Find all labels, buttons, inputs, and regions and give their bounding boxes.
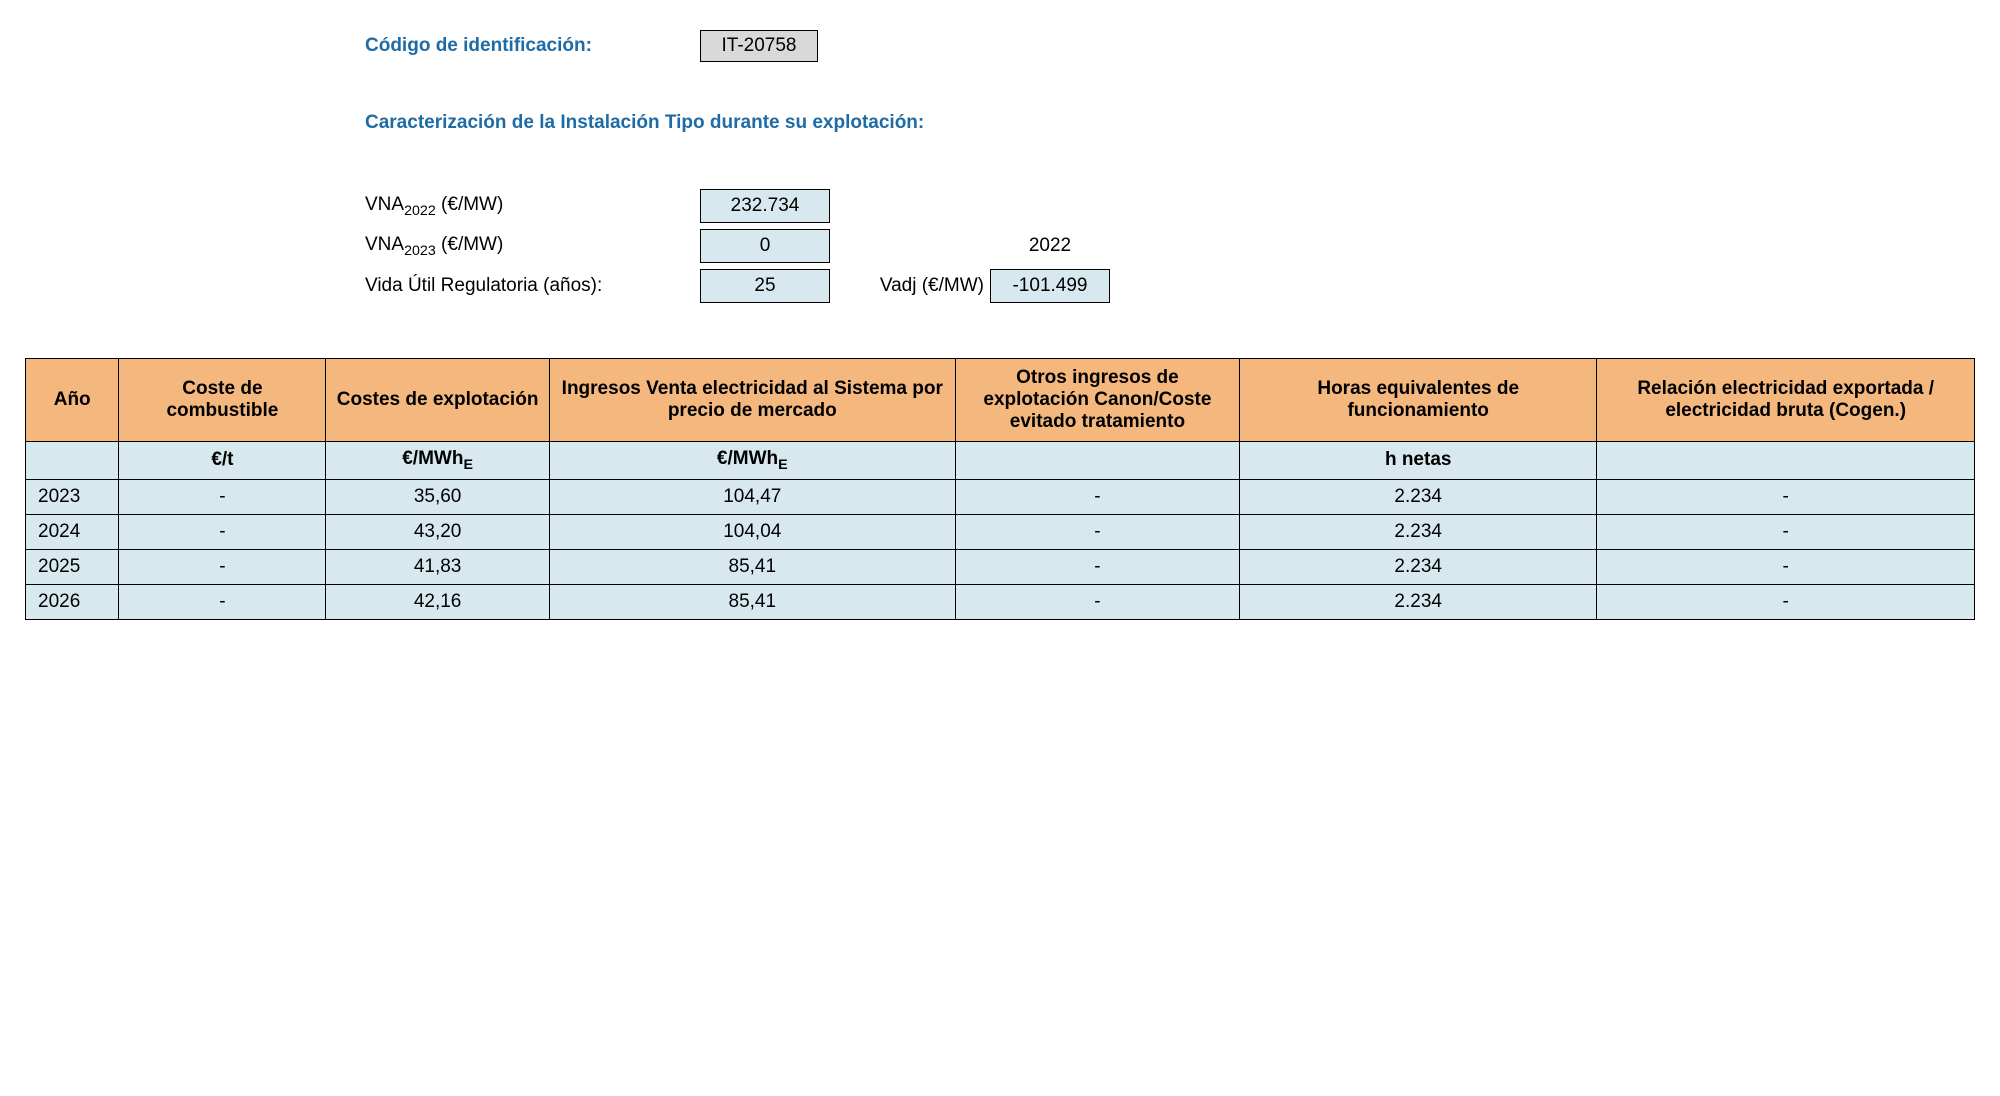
col-header-ratio: Relación electricidad exportada / electr… (1597, 359, 1975, 442)
vna2023-label-sub: 2023 (404, 242, 436, 258)
units-fuel: €/t (119, 442, 326, 480)
cell-ratio: - (1597, 514, 1975, 549)
cell-fuel: - (119, 479, 326, 514)
cell-fuel: - (119, 584, 326, 619)
cell-opex: 41,83 (326, 549, 549, 584)
cell-ratio: - (1597, 549, 1975, 584)
cell-fuel: - (119, 549, 326, 584)
cell-ratio: - (1597, 584, 1975, 619)
vadj-value: -101.499 (990, 269, 1110, 303)
cell-other: - (955, 479, 1239, 514)
cell-year: 2026 (26, 584, 119, 619)
table-row: 2025 - 41,83 85,41 - 2.234 - (26, 549, 1975, 584)
cell-year: 2025 (26, 549, 119, 584)
data-table: Año Coste de combustible Costes de explo… (25, 358, 1975, 620)
cell-hours: 2.234 (1240, 514, 1597, 549)
table-row: 2024 - 43,20 104,04 - 2.234 - (26, 514, 1975, 549)
units-opex-prefix: €/MWh (402, 448, 463, 469)
cell-income: 85,41 (549, 549, 955, 584)
vna2023-label: VNA2023 (€/MW) (365, 234, 700, 259)
section-title: Caracterización de la Instalación Tipo d… (365, 112, 1975, 134)
cell-other: - (955, 549, 1239, 584)
cell-hours: 2.234 (1240, 584, 1597, 619)
cell-income: 85,41 (549, 584, 955, 619)
units-opex-sub: E (463, 457, 473, 473)
table-row: 2026 - 42,16 85,41 - 2.234 - (26, 584, 1975, 619)
vna2022-label-suffix: (€/MW) (436, 194, 504, 215)
vna2022-label: VNA2022 (€/MW) (365, 194, 700, 219)
col-header-other: Otros ingresos de explotación Canon/Cost… (955, 359, 1239, 442)
cell-ratio: - (1597, 479, 1975, 514)
col-header-hours: Horas equivalentes de funcionamiento (1240, 359, 1597, 442)
cell-opex: 35,60 (326, 479, 549, 514)
units-opex: €/MWhE (326, 442, 549, 480)
cell-other: - (955, 514, 1239, 549)
cell-year: 2023 (26, 479, 119, 514)
table-header: Año Coste de combustible Costes de explo… (26, 359, 1975, 442)
cell-fuel: - (119, 514, 326, 549)
cell-opex: 43,20 (326, 514, 549, 549)
parameters-grid: VNA2022 (€/MW) 232.734 VNA2023 (€/MW) 0 … (365, 189, 1975, 303)
units-row: €/t €/MWhE €/MWhE h netas (26, 442, 1975, 480)
cell-year: 2024 (26, 514, 119, 549)
identification-row: Código de identificación: IT-20758 (365, 30, 1975, 62)
cell-opex: 42,16 (326, 584, 549, 619)
vna2022-value: 232.734 (700, 189, 830, 223)
table-row: 2023 - 35,60 104,47 - 2.234 - (26, 479, 1975, 514)
units-ratio (1597, 442, 1975, 480)
col-header-fuel: Coste de combustible (119, 359, 326, 442)
vna2022-label-prefix: VNA (365, 194, 404, 215)
cell-income: 104,47 (549, 479, 955, 514)
units-year (26, 442, 119, 480)
col-header-income: Ingresos Venta electricidad al Sistema p… (549, 359, 955, 442)
identification-value: IT-20758 (700, 30, 818, 62)
cell-hours: 2.234 (1240, 549, 1597, 584)
units-income: €/MWhE (549, 442, 955, 480)
col-header-year: Año (26, 359, 119, 442)
units-income-prefix: €/MWh (717, 448, 778, 469)
header-section: Código de identificación: IT-20758 Carac… (365, 30, 1975, 303)
units-hours: h netas (1240, 442, 1597, 480)
units-income-sub: E (778, 457, 788, 473)
vida-util-value: 25 (700, 269, 830, 303)
vna2023-value: 0 (700, 229, 830, 263)
cell-income: 104,04 (549, 514, 955, 549)
vna2023-label-prefix: VNA (365, 234, 404, 255)
vida-util-label: Vida Útil Regulatoria (años): (365, 275, 700, 297)
vna2023-label-suffix: (€/MW) (436, 234, 504, 255)
vna2022-label-sub: 2022 (404, 202, 436, 218)
cell-other: - (955, 584, 1239, 619)
reference-year: 2022 (990, 235, 1110, 257)
identification-label: Código de identificación: (365, 35, 700, 57)
cell-hours: 2.234 (1240, 479, 1597, 514)
col-header-opex: Costes de explotación (326, 359, 549, 442)
vadj-label: Vadj (€/MW) (830, 275, 990, 297)
units-other (955, 442, 1239, 480)
